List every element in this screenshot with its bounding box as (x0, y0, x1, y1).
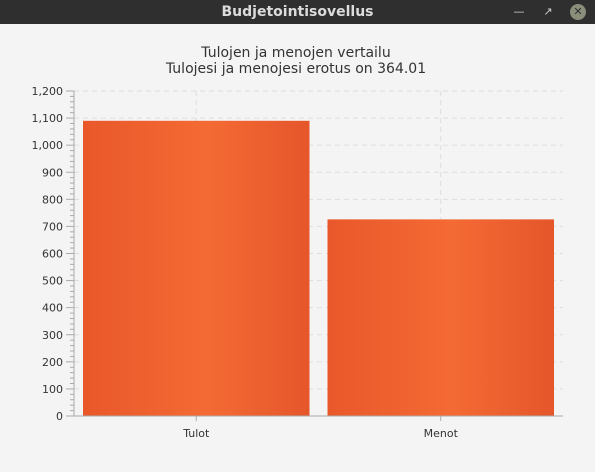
y-tick-label: 700 (42, 220, 63, 233)
window-title: Budjetointisovellus (221, 4, 374, 20)
y-tick-label: 500 (42, 275, 63, 288)
y-tick-label: 800 (42, 193, 63, 206)
y-tick-label: 1,200 (32, 85, 64, 98)
y-tick-label: 400 (42, 302, 63, 315)
chart-subtitle: Tulojesi ja menojesi erotus on 364.01 (165, 61, 426, 77)
y-tick-label: 1,100 (32, 112, 64, 125)
x-tick-label: Tulot (182, 427, 210, 440)
bars (83, 120, 554, 417)
bar-chart: Tulojen ja menojen vertailu Tulojesi ja … (32, 45, 563, 440)
x-tick-label: Menot (424, 427, 459, 440)
y-tick-label: 100 (42, 383, 63, 396)
close-icon[interactable]: ✕ (570, 4, 586, 20)
y-tick-label: 1,000 (32, 139, 64, 152)
title-bar[interactable]: Budjetointisovellus — ↗ ✕ (0, 0, 595, 24)
y-tick-label: 0 (56, 410, 63, 423)
maximize-icon[interactable]: ↗ (543, 5, 553, 18)
chart-title: Tulojen ja menojen vertailu (200, 45, 390, 61)
bar-menot (327, 219, 554, 416)
minimize-icon[interactable]: — (513, 5, 525, 18)
bar-tulot (83, 120, 310, 417)
axes: 0 100 200 300 400 500 600 700 800 900 1,000 1,100 1,… (32, 85, 563, 440)
y-tick-label: 600 (42, 248, 63, 261)
y-tick-label: 300 (42, 329, 63, 342)
y-tick-label: 200 (42, 356, 63, 369)
y-tick-label: 900 (42, 166, 63, 179)
